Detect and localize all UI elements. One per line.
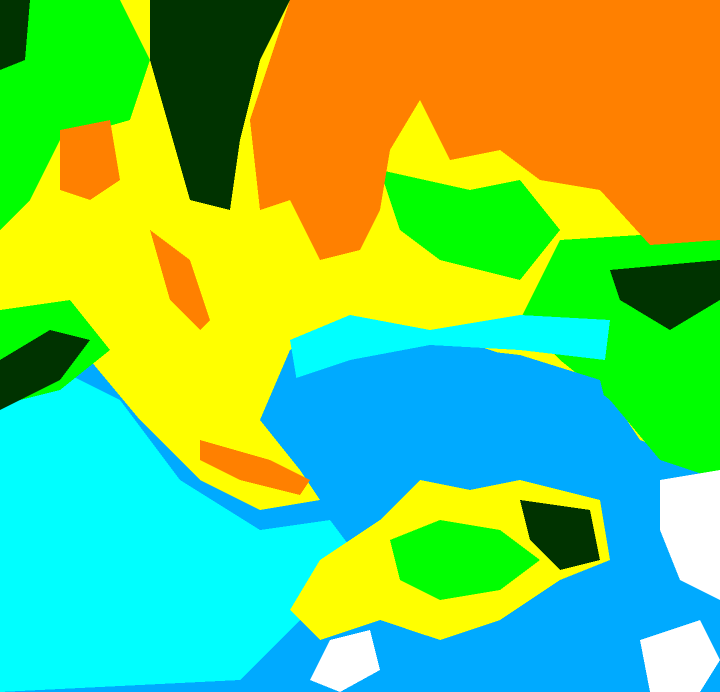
dark-green-region-top <box>150 0 290 210</box>
white-cloud-bottom <box>310 630 380 692</box>
inner-sea <box>290 345 620 480</box>
green-region-center <box>380 170 560 280</box>
dark-green-region-right <box>610 260 720 330</box>
orange-region-streak <box>150 230 210 330</box>
orange-region-tongue <box>200 440 310 495</box>
orange-region-top <box>250 0 720 260</box>
orange-region-left <box>60 120 120 200</box>
white-cloud-right <box>660 470 720 600</box>
green-region-left <box>0 0 150 230</box>
cyan-fringe-center <box>290 315 610 400</box>
dark-green-region-left <box>0 0 30 70</box>
cyan-region-left <box>0 370 360 692</box>
dark-green-region-coast <box>0 330 90 410</box>
dark-islands-lower <box>520 500 600 570</box>
white-cloud-bottom-right <box>640 620 720 692</box>
green-islands-lower <box>390 520 540 600</box>
